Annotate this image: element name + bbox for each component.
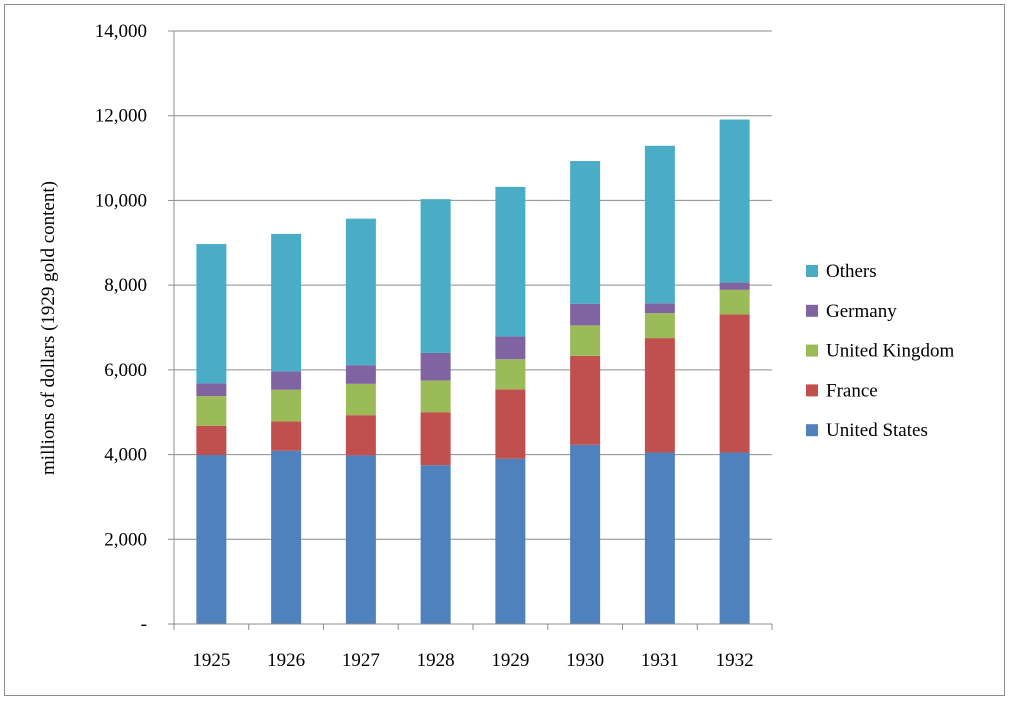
bar-united-kingdom-1929: [495, 359, 526, 390]
axes: [168, 30, 773, 630]
bar-france-1926: [271, 421, 302, 451]
legend-entry-others: Others: [806, 261, 877, 282]
bar-united-kingdom-1930: [570, 325, 601, 356]
legend-label: United States: [826, 420, 928, 441]
bar-france-1929: [495, 389, 526, 459]
legend-swatch: [806, 265, 818, 277]
y-tick-label: 10,000: [95, 190, 147, 211]
bar-united-states-1928: [420, 465, 451, 624]
bar-united-kingdom-1927: [345, 383, 376, 416]
bars: [196, 119, 750, 624]
bar-united-states-1925: [196, 454, 227, 624]
gridlines: [174, 30, 772, 540]
legend: Others Germany United Kingdom France United …: [806, 261, 954, 441]
bar-united-states-1929: [495, 458, 526, 624]
bar-others-1928: [420, 199, 451, 353]
bar-france-1930: [570, 355, 601, 445]
legend-entry-united-states: United States: [806, 420, 928, 441]
bar-others-1925: [196, 244, 227, 384]
legend-entry-germany: Germany: [806, 301, 897, 322]
legend-swatch: [806, 304, 818, 317]
bar-france-1931: [644, 338, 675, 453]
bar-germany-1925: [196, 383, 227, 397]
legend-entry-france: France: [806, 380, 878, 401]
x-tick-label: 1931: [641, 650, 679, 671]
x-tick-label: 1932: [716, 650, 754, 671]
y-tick-label: 2,000: [104, 529, 147, 550]
y-tick-label: -: [141, 614, 147, 635]
bar-others-1932: [719, 119, 750, 283]
bar-germany-1931: [644, 303, 675, 314]
x-tick-label: 1925: [192, 650, 230, 671]
bar-united-kingdom-1931: [644, 313, 675, 339]
legend-label: Others: [826, 261, 877, 282]
y-tick-label: 6,000: [104, 360, 147, 381]
bar-germany-1932: [719, 282, 750, 290]
legend-label: United Kingdom: [826, 341, 954, 362]
legend-swatch: [806, 424, 818, 437]
bar-united-kingdom-1926: [271, 389, 302, 422]
legend-label: Germany: [826, 301, 897, 322]
y-tick-label: 4,000: [104, 445, 147, 466]
bar-united-states-1932: [719, 452, 750, 624]
bar-others-1931: [644, 145, 675, 304]
y-tick-label: 14,000: [95, 21, 147, 42]
bar-germany-1930: [570, 303, 601, 326]
bar-others-1927: [345, 218, 376, 366]
x-tick-label: 1927: [342, 650, 380, 671]
bar-united-states-1930: [570, 444, 601, 624]
legend-entry-united-kingdom: United Kingdom: [806, 341, 954, 362]
x-tick-label: 1928: [417, 650, 455, 671]
bar-others-1929: [495, 186, 526, 337]
x-tick-labels: 1925 1926 1927 1928 1929 1930 1931 1932: [192, 650, 753, 671]
bar-france-1928: [420, 412, 451, 466]
bar-united-kingdom-1928: [420, 380, 451, 413]
bar-others-1930: [570, 161, 601, 304]
bar-germany-1927: [345, 365, 376, 384]
y-tick-label: 8,000: [104, 275, 147, 296]
y-tick-labels: - 2,000 4,000 6,000 8,000 10,000 12,000 14,000: [95, 21, 147, 635]
x-tick-label: 1930: [566, 650, 604, 671]
y-tick-label: 12,000: [95, 106, 147, 127]
bar-united-states-1927: [345, 455, 376, 624]
bar-united-states-1931: [644, 452, 675, 624]
bar-france-1927: [345, 415, 376, 456]
bar-germany-1926: [271, 371, 302, 390]
bar-united-states-1926: [271, 450, 302, 624]
bar-germany-1928: [420, 352, 451, 381]
bar-france-1932: [719, 314, 750, 453]
bar-others-1926: [271, 233, 302, 372]
x-tick-label: 1929: [491, 650, 529, 671]
x-tick-label: 1926: [267, 650, 305, 671]
bar-united-kingdom-1925: [196, 396, 227, 426]
bar-united-kingdom-1932: [719, 289, 750, 315]
legend-swatch: [806, 384, 818, 397]
bar-france-1925: [196, 425, 227, 455]
legend-swatch: [806, 344, 818, 357]
y-axis-label: millions of dollars (1929 gold content): [38, 181, 59, 475]
legend-label: France: [826, 380, 878, 401]
bar-germany-1929: [495, 336, 526, 360]
